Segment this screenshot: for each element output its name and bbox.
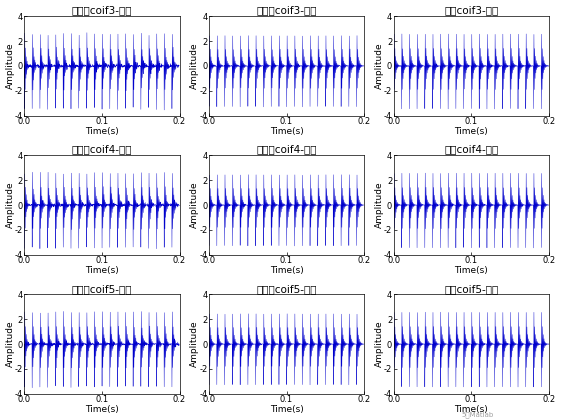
X-axis label: Time(s): Time(s) [454,405,488,415]
X-axis label: Time(s): Time(s) [85,266,119,276]
Title: 硬阈值coif5-去噪: 硬阈值coif5-去噪 [72,284,132,294]
X-axis label: Time(s): Time(s) [270,127,304,136]
Text: 5天Matlab: 5天Matlab [462,411,494,418]
X-axis label: Time(s): Time(s) [454,266,488,276]
Y-axis label: Amplitude: Amplitude [375,42,384,89]
X-axis label: Time(s): Time(s) [85,405,119,415]
Y-axis label: Amplitude: Amplitude [190,42,199,89]
Y-axis label: Amplitude: Amplitude [375,182,384,228]
Y-axis label: Amplitude: Amplitude [375,321,384,368]
Title: 改进coif3-去噪: 改进coif3-去噪 [444,5,498,16]
Title: 软阈值coif5-去噪: 软阈值coif5-去噪 [256,284,317,294]
Y-axis label: Amplitude: Amplitude [190,321,199,368]
Y-axis label: Amplitude: Amplitude [6,42,15,89]
Title: 改进coif5-去噪: 改进coif5-去噪 [444,284,498,294]
Title: 软阈值coif4-去噪: 软阈值coif4-去噪 [256,144,317,155]
Title: 硬阈值coif4-去噪: 硬阈值coif4-去噪 [72,144,132,155]
X-axis label: Time(s): Time(s) [454,127,488,136]
X-axis label: Time(s): Time(s) [270,405,304,415]
X-axis label: Time(s): Time(s) [85,127,119,136]
Title: 硬阈值coif3-去噪: 硬阈值coif3-去噪 [72,5,132,16]
Y-axis label: Amplitude: Amplitude [6,182,15,228]
Y-axis label: Amplitude: Amplitude [6,321,15,368]
Title: 软阈值coif3-去噪: 软阈值coif3-去噪 [256,5,317,16]
X-axis label: Time(s): Time(s) [270,266,304,276]
Title: 改进coif4-去噪: 改进coif4-去噪 [444,144,498,155]
Y-axis label: Amplitude: Amplitude [190,182,199,228]
